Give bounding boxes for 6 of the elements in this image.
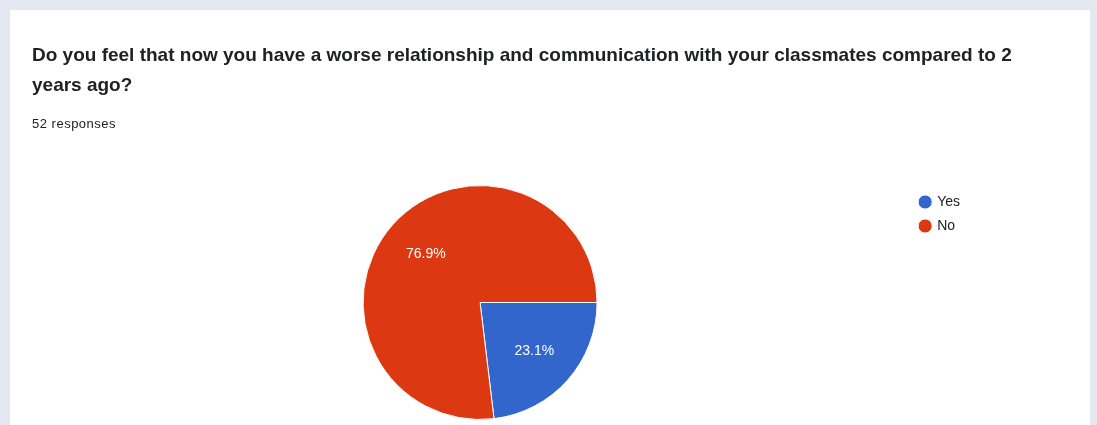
chart-title: Do you feel that now you have a worse relationship and communication with your classmates compared to 2 years ago? (32, 43, 1013, 97)
text: 52 responses (32, 116, 117, 131)
legend-label: Yes (937, 192, 960, 209)
data-label: 76.9% (405, 245, 446, 262)
legend-label: No (937, 216, 956, 233)
data-label: 23.1% (514, 341, 555, 358)
